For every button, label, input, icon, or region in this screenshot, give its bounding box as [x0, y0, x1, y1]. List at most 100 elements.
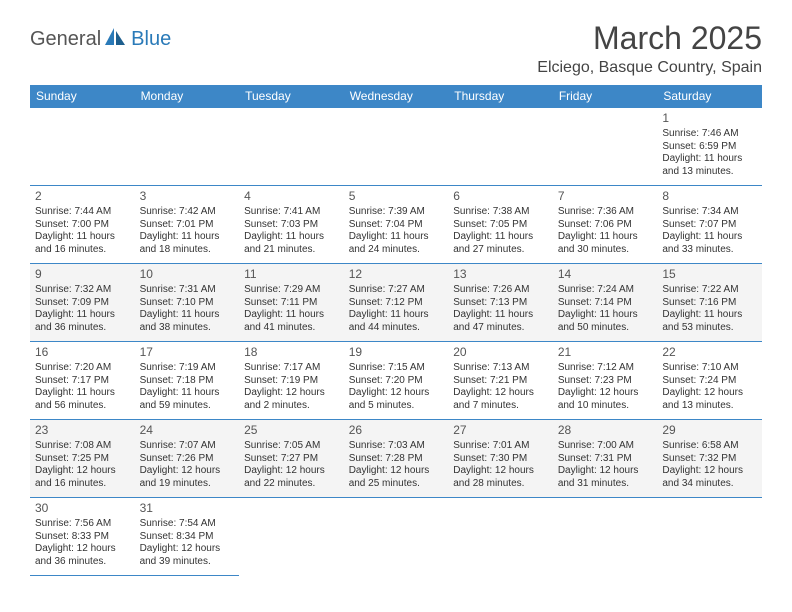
calendar-day-cell: 21Sunrise: 7:12 AMSunset: 7:23 PMDayligh…: [553, 342, 658, 420]
sunset-text: Sunset: 7:23 PM: [558, 375, 653, 388]
sunrise-text: Sunrise: 7:38 AM: [453, 206, 548, 219]
day-number: 26: [349, 423, 444, 438]
day-number: 13: [453, 267, 548, 282]
weekday-header: Saturday: [657, 85, 762, 108]
calendar-day-cell: 10Sunrise: 7:31 AMSunset: 7:10 PMDayligh…: [135, 264, 240, 342]
sunset-text: Sunset: 7:05 PM: [453, 219, 548, 232]
day-number: 3: [140, 189, 235, 204]
calendar-day-cell: 30Sunrise: 7:56 AMSunset: 8:33 PMDayligh…: [30, 498, 135, 576]
sunrise-text: Sunrise: 7:12 AM: [558, 362, 653, 375]
weekday-header: Tuesday: [239, 85, 344, 108]
weekday-header: Thursday: [448, 85, 553, 108]
calendar-day-cell: [239, 108, 344, 186]
daylight-text: Daylight: 11 hours and 33 minutes.: [662, 231, 757, 256]
sunset-text: Sunset: 7:19 PM: [244, 375, 339, 388]
month-title: March 2025: [537, 20, 762, 57]
sunrise-text: Sunrise: 7:56 AM: [35, 518, 130, 531]
calendar-day-cell: [344, 108, 449, 186]
day-number: 15: [662, 267, 757, 282]
calendar-day-cell: [448, 108, 553, 186]
sunset-text: Sunset: 7:01 PM: [140, 219, 235, 232]
day-number: 27: [453, 423, 548, 438]
sunrise-text: Sunrise: 7:03 AM: [349, 440, 444, 453]
calendar-day-cell: 6 Sunrise: 7:38 AMSunset: 7:05 PMDaylight…: [448, 186, 553, 264]
day-number: 18: [244, 345, 339, 360]
sunrise-text: Sunrise: 7:42 AM: [140, 206, 235, 219]
calendar-day-cell: [553, 108, 658, 186]
calendar-day-cell: [553, 498, 658, 576]
sunset-text: Sunset: 7:06 PM: [558, 219, 653, 232]
day-number: 24: [140, 423, 235, 438]
calendar-day-cell: [30, 108, 135, 186]
calendar-week-row: 1Sunrise: 7:46 AMSunset: 6:59 PMDaylight…: [30, 108, 762, 186]
day-number: 22: [662, 345, 757, 360]
calendar-day-cell: 17Sunrise: 7:19 AMSunset: 7:18 PMDayligh…: [135, 342, 240, 420]
day-number: 9: [35, 267, 130, 282]
daylight-text: Daylight: 11 hours and 13 minutes.: [662, 153, 757, 178]
calendar-day-cell: 29Sunrise: 6:58 AMSunset: 7:32 PMDayligh…: [657, 420, 762, 498]
day-number: 12: [349, 267, 444, 282]
sunset-text: Sunset: 7:16 PM: [662, 297, 757, 310]
daylight-text: Daylight: 11 hours and 27 minutes.: [453, 231, 548, 256]
weekday-header: Friday: [553, 85, 658, 108]
sunset-text: Sunset: 7:17 PM: [35, 375, 130, 388]
daylight-text: Daylight: 11 hours and 47 minutes.: [453, 309, 548, 334]
sunset-text: Sunset: 8:34 PM: [140, 531, 235, 544]
calendar-week-row: 9Sunrise: 7:32 AMSunset: 7:09 PMDaylight…: [30, 264, 762, 342]
daylight-text: Daylight: 12 hours and 16 minutes.: [35, 465, 130, 490]
sunrise-text: Sunrise: 7:44 AM: [35, 206, 130, 219]
calendar-day-cell: 18Sunrise: 7:17 AMSunset: 7:19 PMDayligh…: [239, 342, 344, 420]
day-number: 5: [349, 189, 444, 204]
weekday-header: Sunday: [30, 85, 135, 108]
daylight-text: Daylight: 12 hours and 2 minutes.: [244, 387, 339, 412]
daylight-text: Daylight: 11 hours and 24 minutes.: [349, 231, 444, 256]
daylight-text: Daylight: 12 hours and 34 minutes.: [662, 465, 757, 490]
calendar-table: SundayMondayTuesdayWednesdayThursdayFrid…: [30, 85, 762, 576]
calendar-page: General Blue March 2025 Elciego, Basque …: [0, 0, 792, 596]
daylight-text: Daylight: 11 hours and 59 minutes.: [140, 387, 235, 412]
daylight-text: Daylight: 11 hours and 56 minutes.: [35, 387, 130, 412]
day-number: 23: [35, 423, 130, 438]
daylight-text: Daylight: 12 hours and 10 minutes.: [558, 387, 653, 412]
calendar-day-cell: 23Sunrise: 7:08 AMSunset: 7:25 PMDayligh…: [30, 420, 135, 498]
day-number: 6: [453, 189, 548, 204]
day-number: 1: [662, 111, 757, 126]
sunrise-text: Sunrise: 7:39 AM: [349, 206, 444, 219]
sunset-text: Sunset: 7:25 PM: [35, 453, 130, 466]
calendar-day-cell: 24Sunrise: 7:07 AMSunset: 7:26 PMDayligh…: [135, 420, 240, 498]
sunrise-text: Sunrise: 7:24 AM: [558, 284, 653, 297]
calendar-day-cell: [657, 498, 762, 576]
sunset-text: Sunset: 7:21 PM: [453, 375, 548, 388]
sunrise-text: Sunrise: 7:15 AM: [349, 362, 444, 375]
calendar-day-cell: [239, 498, 344, 576]
calendar-week-row: 16Sunrise: 7:20 AMSunset: 7:17 PMDayligh…: [30, 342, 762, 420]
calendar-day-cell: 31Sunrise: 7:54 AMSunset: 8:34 PMDayligh…: [135, 498, 240, 576]
sunset-text: Sunset: 7:30 PM: [453, 453, 548, 466]
daylight-text: Daylight: 11 hours and 16 minutes.: [35, 231, 130, 256]
sunset-text: Sunset: 7:31 PM: [558, 453, 653, 466]
calendar-day-cell: 28Sunrise: 7:00 AMSunset: 7:31 PMDayligh…: [553, 420, 658, 498]
sunset-text: Sunset: 7:04 PM: [349, 219, 444, 232]
daylight-text: Daylight: 11 hours and 30 minutes.: [558, 231, 653, 256]
calendar-day-cell: 14Sunrise: 7:24 AMSunset: 7:14 PMDayligh…: [553, 264, 658, 342]
daylight-text: Daylight: 11 hours and 50 minutes.: [558, 309, 653, 334]
calendar-day-cell: [448, 498, 553, 576]
sunrise-text: Sunrise: 7:01 AM: [453, 440, 548, 453]
sunset-text: Sunset: 7:13 PM: [453, 297, 548, 310]
calendar-day-cell: 25Sunrise: 7:05 AMSunset: 7:27 PMDayligh…: [239, 420, 344, 498]
sunrise-text: Sunrise: 7:05 AM: [244, 440, 339, 453]
logo-text-blue: Blue: [131, 28, 171, 51]
day-number: 10: [140, 267, 235, 282]
sunrise-text: Sunrise: 7:34 AM: [662, 206, 757, 219]
daylight-text: Daylight: 12 hours and 39 minutes.: [140, 543, 235, 568]
day-number: 19: [349, 345, 444, 360]
sunset-text: Sunset: 7:27 PM: [244, 453, 339, 466]
sunset-text: Sunset: 7:14 PM: [558, 297, 653, 310]
sunset-text: Sunset: 6:59 PM: [662, 141, 757, 154]
calendar-day-cell: [344, 498, 449, 576]
logo: General Blue: [30, 20, 171, 51]
sunset-text: Sunset: 7:11 PM: [244, 297, 339, 310]
day-number: 17: [140, 345, 235, 360]
calendar-day-cell: 19Sunrise: 7:15 AMSunset: 7:20 PMDayligh…: [344, 342, 449, 420]
calendar-header-row: SundayMondayTuesdayWednesdayThursdayFrid…: [30, 85, 762, 108]
